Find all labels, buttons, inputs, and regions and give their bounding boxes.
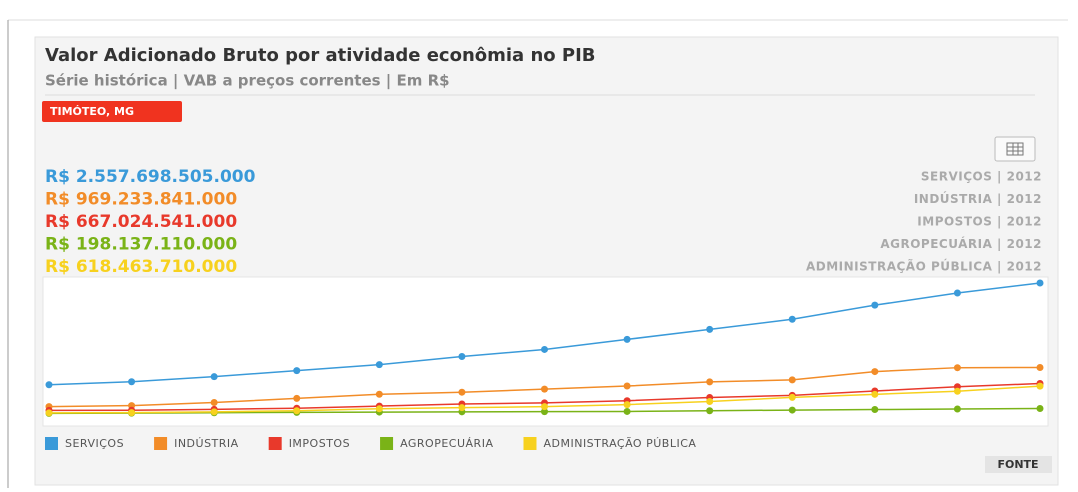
- point: [293, 394, 301, 402]
- legend-swatch: [380, 437, 394, 450]
- badge: [42, 101, 182, 122]
- point: [541, 385, 548, 393]
- point: [623, 401, 631, 409]
- point: [293, 367, 301, 375]
- point: [45, 381, 53, 389]
- point: [1036, 382, 1044, 390]
- chart-subtitle: Série histórica | VAB a preços correntes…: [45, 72, 450, 91]
- point: [871, 390, 879, 398]
- point: [1036, 363, 1044, 371]
- point: [210, 373, 218, 381]
- table-icon: [1006, 142, 1024, 156]
- point: [953, 364, 961, 372]
- point: [128, 378, 136, 386]
- point: [788, 406, 796, 414]
- summary-value: R$ 618.463.710.000: [45, 257, 237, 277]
- summary-label: AGROPECUÁRIA | 2012: [880, 236, 1042, 251]
- button-label[interactable]: FONTE: [997, 458, 1038, 471]
- summary-label: INDÚSTRIA | 2012: [914, 191, 1042, 206]
- point: [541, 403, 548, 411]
- point: [128, 409, 136, 417]
- point: [953, 405, 961, 413]
- point: [541, 408, 548, 416]
- legend-swatch: [523, 437, 537, 450]
- point: [375, 390, 383, 398]
- point: [375, 361, 383, 369]
- legend-swatch: [45, 437, 58, 450]
- button-frame[interactable]: [985, 456, 1052, 473]
- point: [706, 378, 714, 386]
- fonte-button[interactable]: FONTE: [985, 456, 1052, 473]
- chart-title: Valor Adicionado Bruto por atividade eco…: [45, 45, 596, 66]
- table-button[interactable]: [994, 136, 1036, 162]
- point: [623, 382, 631, 390]
- point: [623, 335, 631, 343]
- point: [458, 388, 466, 396]
- point: [871, 301, 879, 309]
- point: [458, 404, 466, 412]
- legend-label: SERVIÇOS: [65, 437, 124, 450]
- point: [706, 407, 714, 415]
- point: [1036, 404, 1044, 412]
- point: [375, 405, 383, 413]
- point: [623, 407, 631, 415]
- point: [953, 387, 961, 395]
- summary-value: R$ 198.137.110.000: [45, 235, 237, 255]
- point: [541, 345, 548, 353]
- point: [788, 376, 796, 384]
- legend-swatch: [268, 437, 282, 450]
- legend-swatch: [154, 437, 168, 450]
- summary-value: R$ 2.557.698.505.000: [45, 167, 256, 187]
- point: [706, 398, 714, 406]
- summary-label: SERVIÇOS | 2012: [921, 170, 1042, 184]
- badge-label: TIMÓTEO, MG: [50, 105, 134, 118]
- point: [210, 408, 218, 416]
- point: [788, 315, 796, 323]
- point: [706, 325, 714, 333]
- point: [953, 289, 961, 297]
- summary-label: ADMINISTRAÇÃO PÚBLICA | 2012: [806, 259, 1042, 274]
- legend-label: AGROPECUÁRIA: [400, 437, 493, 450]
- point: [210, 399, 218, 407]
- summary-value: R$ 667.024.541.000: [45, 212, 237, 232]
- point: [293, 407, 301, 415]
- point: [458, 353, 466, 361]
- legend-label: IMPOSTOS: [289, 437, 350, 450]
- point: [871, 368, 879, 376]
- point: [871, 406, 879, 414]
- summary-value: R$ 969.233.841.000: [45, 190, 237, 210]
- point: [1036, 279, 1044, 287]
- legend-label: INDÚSTRIA: [174, 437, 239, 450]
- point: [788, 393, 796, 401]
- button-frame[interactable]: [994, 136, 1036, 162]
- point: [45, 409, 53, 417]
- legend-label: ADMINISTRAÇÃO PÚBLICA: [543, 437, 696, 450]
- summary-label: IMPOSTOS | 2012: [917, 215, 1042, 229]
